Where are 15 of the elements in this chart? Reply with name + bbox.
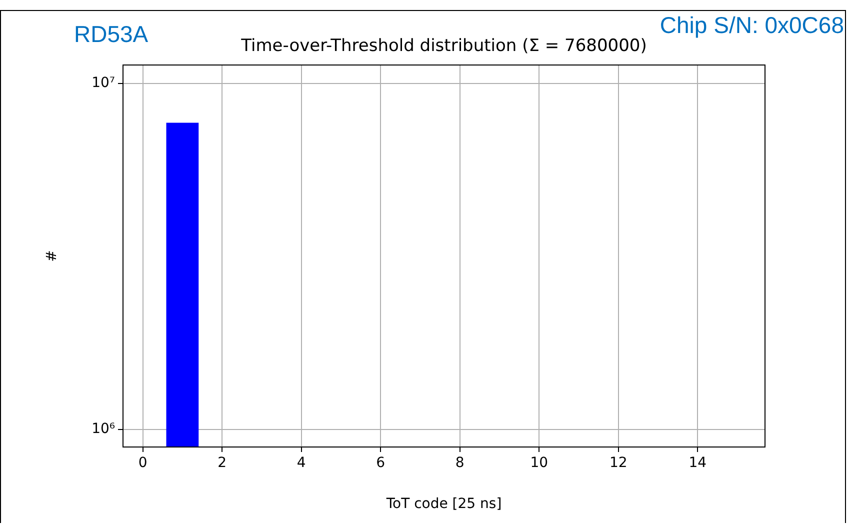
- text: Chip S/N: 0x0C68: [660, 12, 844, 39]
- x-tick-label: 8: [455, 455, 464, 472]
- text: RD53A: [74, 21, 148, 48]
- x-tick-label: 10: [530, 455, 548, 472]
- y-axis-title: #: [44, 250, 60, 262]
- y-tick-label: 10⁶: [92, 421, 116, 438]
- x-axis-title: ToT code [25 ns]: [385, 496, 502, 512]
- x-tick-label: 6: [376, 455, 386, 472]
- x-tick-label: 4: [296, 455, 306, 472]
- x-tick-label: 0: [138, 455, 148, 472]
- x-tick-label: 2: [218, 455, 227, 472]
- y-tick-label: 10⁷: [92, 75, 115, 92]
- x-tick-label: 14: [688, 455, 707, 472]
- chart-title: Time-over-Threshold distribution (Σ = 7680000): [241, 36, 647, 56]
- x-tick-label: 12: [609, 455, 628, 472]
